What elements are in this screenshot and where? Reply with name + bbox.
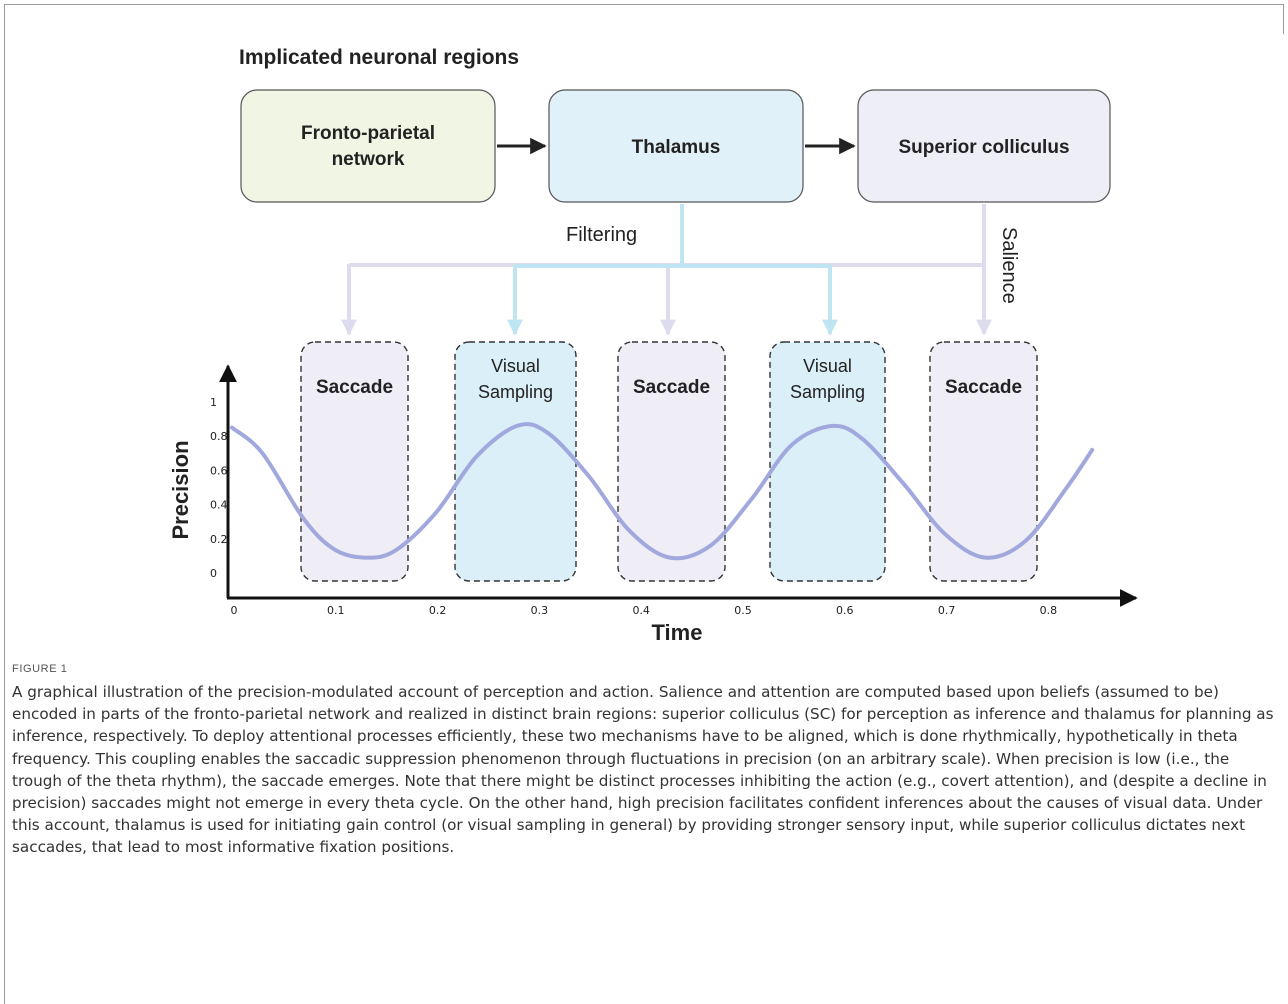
x-tick-labels: 0 0.1 0.2 0.3 0.4 0.5 0.6 0.7 0.8 — [231, 604, 1058, 617]
x-tick-label: 0.3 — [531, 604, 549, 617]
node-fronto-parietal: Fronto-parietal network — [240, 89, 496, 203]
y-tick-label: 0.4 — [210, 499, 228, 512]
x-tick-label: 0.8 — [1040, 604, 1058, 617]
time-window-saccade: Saccade — [300, 341, 409, 582]
x-tick-label: 0.6 — [836, 604, 854, 617]
time-window-sampling: Visual Sampling — [769, 341, 886, 582]
x-tick-label: 0.4 — [632, 604, 650, 617]
precision-curve — [230, 422, 1095, 561]
time-window-label: Saccade — [633, 377, 710, 398]
node-fronto-parietal-label: Fronto-parietal network — [301, 123, 435, 170]
time-window-label: Sampling — [790, 382, 865, 402]
node-superior-colliculus: Superior colliculus — [857, 89, 1111, 203]
y-tick-label: 0.8 — [210, 430, 228, 443]
y-tick-label: 0.6 — [210, 464, 228, 477]
filtering-label: Filtering — [566, 224, 637, 246]
figure-caption: A graphical illustration of the precisio… — [12, 683, 1274, 857]
x-tick-label: 0.5 — [734, 604, 752, 617]
filtering-paths — [507, 204, 838, 336]
node-thalamus: Thalamus — [548, 89, 804, 203]
node-superior-colliculus-label: Superior colliculus — [898, 137, 1069, 158]
time-windows: Saccade Visual Sampling Saccade Visual Sampli… — [300, 341, 1038, 582]
time-window-label: Visual — [491, 356, 540, 376]
y-tick-labels: 0 0.2 0.4 0.6 0.8 1 — [210, 396, 228, 580]
x-axis-title: Time — [652, 620, 703, 645]
x-tick-label: 0.7 — [938, 604, 956, 617]
time-window-label: Saccade — [945, 377, 1022, 398]
y-tick-label: 0 — [210, 567, 217, 580]
x-tick-label: 0.2 — [429, 604, 447, 617]
x-tick-label: 0 — [231, 604, 238, 617]
y-tick-label: 1 — [210, 396, 217, 409]
node-thalamus-label: Thalamus — [632, 137, 721, 158]
figure-diagram: Implicated neuronal regions Fronto-parie… — [168, 46, 1138, 645]
time-window-label: Sampling — [478, 382, 553, 402]
salience-paths — [341, 204, 992, 336]
figure-frame — [4, 4, 1284, 1004]
time-window-saccade: Saccade — [617, 341, 726, 582]
x-tick-label: 0.1 — [327, 604, 345, 617]
salience-label: Salience — [998, 227, 1020, 304]
time-window-label: Saccade — [316, 377, 393, 398]
diagram-heading: Implicated neuronal regions — [239, 46, 519, 69]
figure-label: FIGURE 1 — [12, 663, 68, 675]
time-window-label: Visual — [803, 356, 852, 376]
y-axis-title: Precision — [168, 440, 193, 539]
figure-frame-right-edge — [1283, 4, 1284, 34]
time-window-saccade: Saccade — [929, 341, 1038, 582]
time-window-sampling: Visual Sampling — [454, 341, 577, 582]
precision-chart: 0 0.1 0.2 0.3 0.4 0.5 0.6 0.7 0.8 0 0.2 0.4 0.6 0.8 1… — [168, 364, 1138, 645]
y-tick-label: 0.2 — [210, 533, 228, 546]
